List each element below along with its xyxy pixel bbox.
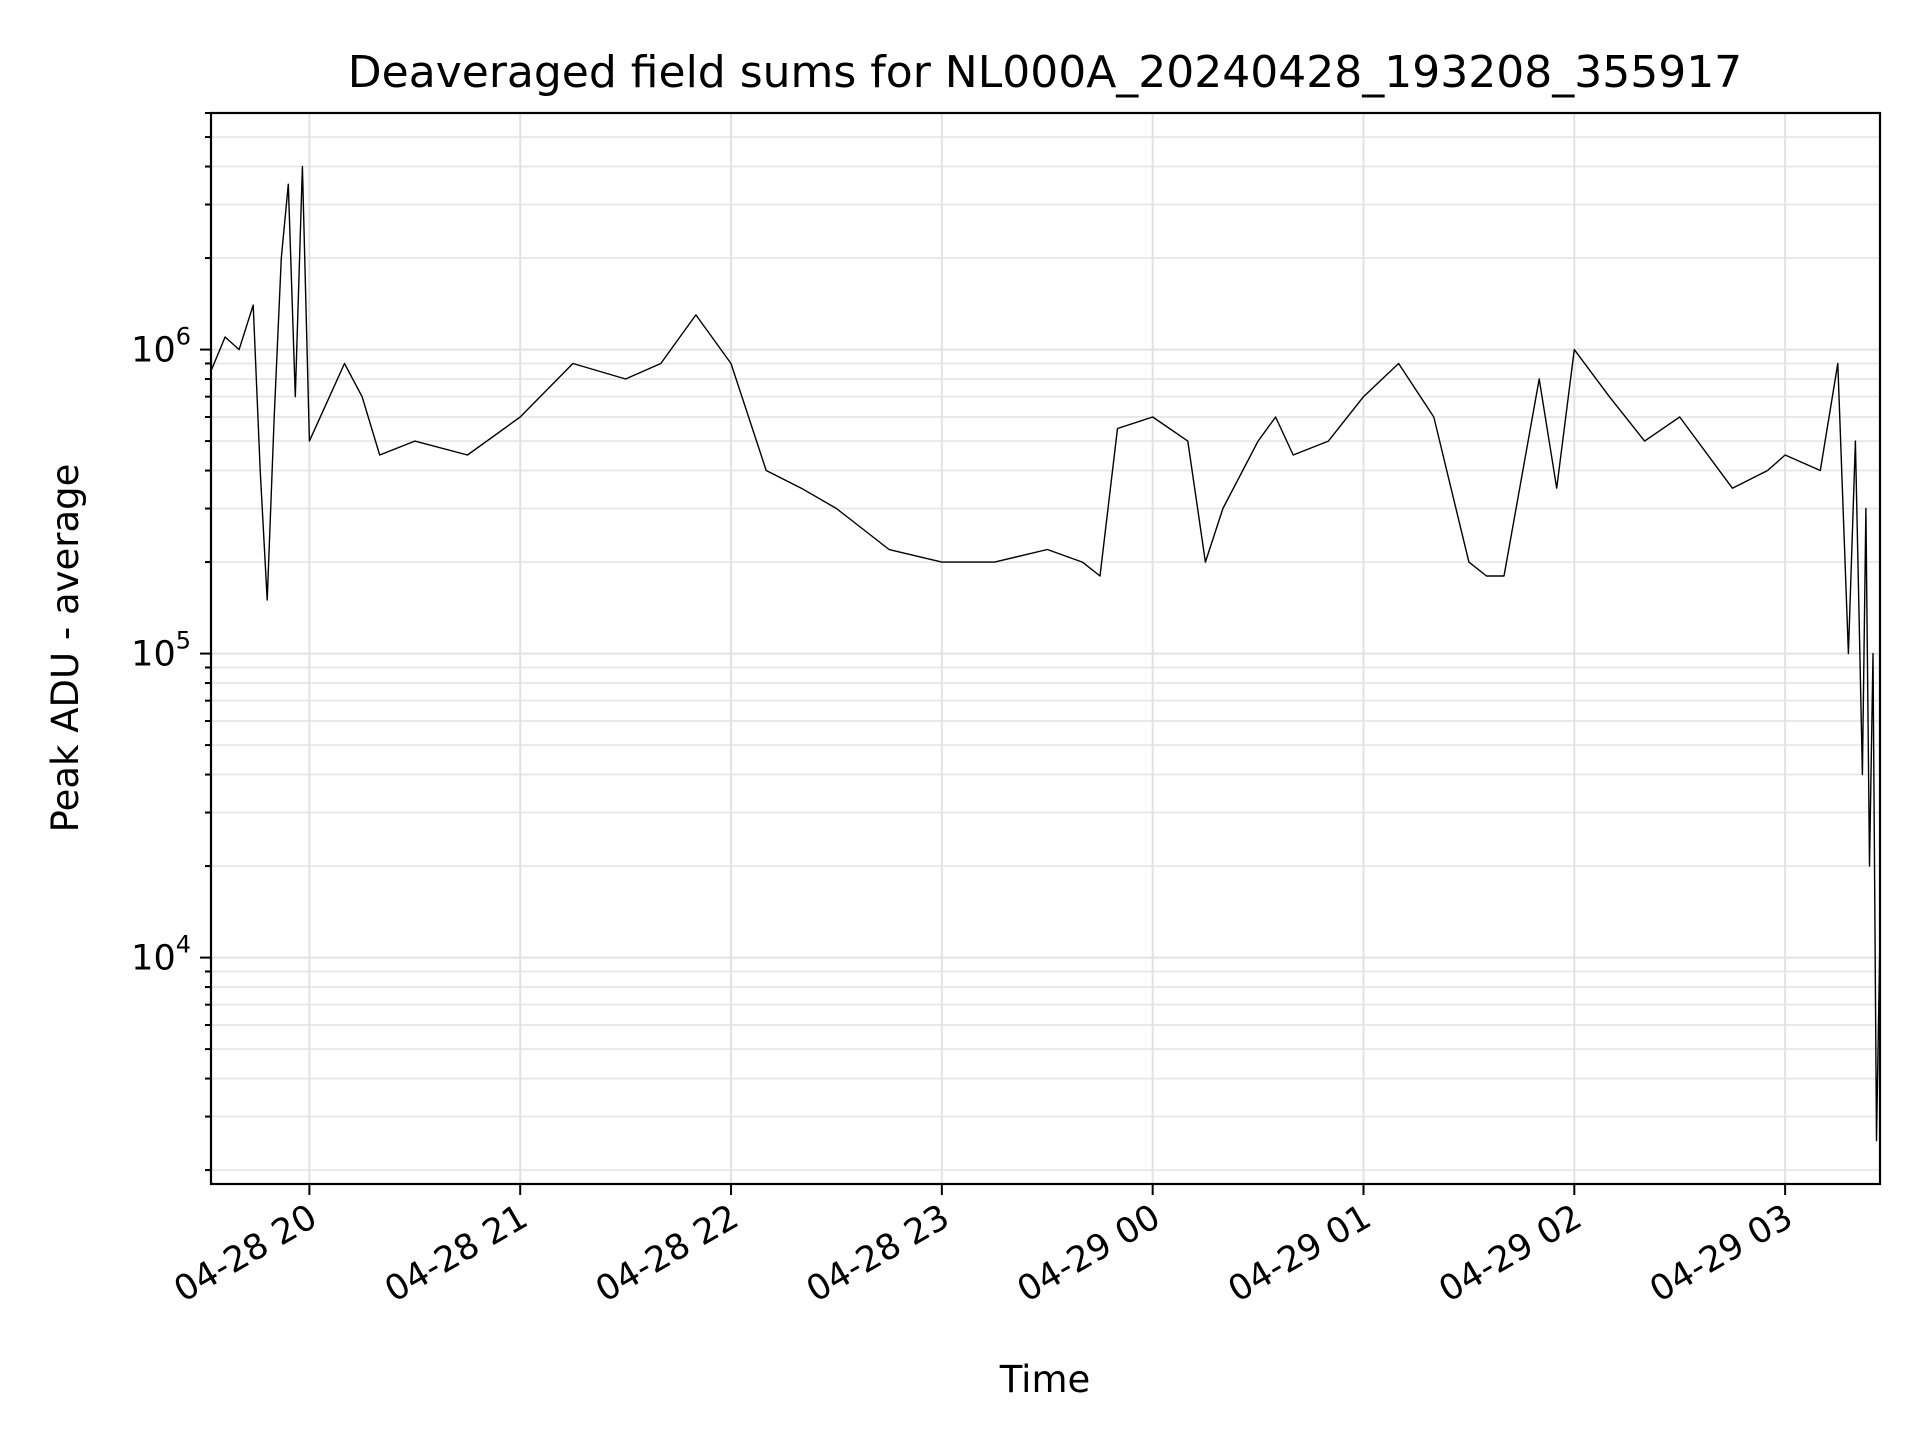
x-tick-label: 04-28 23 <box>800 1197 956 1310</box>
y-axis-label: Peak ADU - average <box>44 464 87 833</box>
y-axis: 104 105 106 <box>131 112 211 1172</box>
x-tick-label: 04-28 22 <box>589 1197 745 1310</box>
plot-frame <box>209 111 1882 1186</box>
chart-title: Deaveraged field sums for NL000A_2024042… <box>348 47 1742 98</box>
x-axis-label: Time <box>999 1358 1091 1401</box>
y-tick-label: 106 <box>131 323 191 371</box>
x-tick-label: 04-29 02 <box>1433 1197 1589 1310</box>
x-tick-label: 04-28 21 <box>378 1197 534 1310</box>
x-axis: 04-28 20 04-28 21 04-28 22 04-28 23 04-29 00… <box>168 1184 1800 1310</box>
y-tick-label: 105 <box>131 627 191 675</box>
x-tick-label: 04-29 03 <box>1643 1197 1799 1310</box>
x-tick-label: 04-28 20 <box>168 1197 324 1310</box>
y-tick-label: 104 <box>131 931 191 979</box>
series-line <box>210 165 1881 1142</box>
x-tick-label: 04-29 00 <box>1011 1197 1167 1310</box>
x-tick-label: 04-29 01 <box>1222 1197 1378 1310</box>
grid <box>211 112 1880 1184</box>
